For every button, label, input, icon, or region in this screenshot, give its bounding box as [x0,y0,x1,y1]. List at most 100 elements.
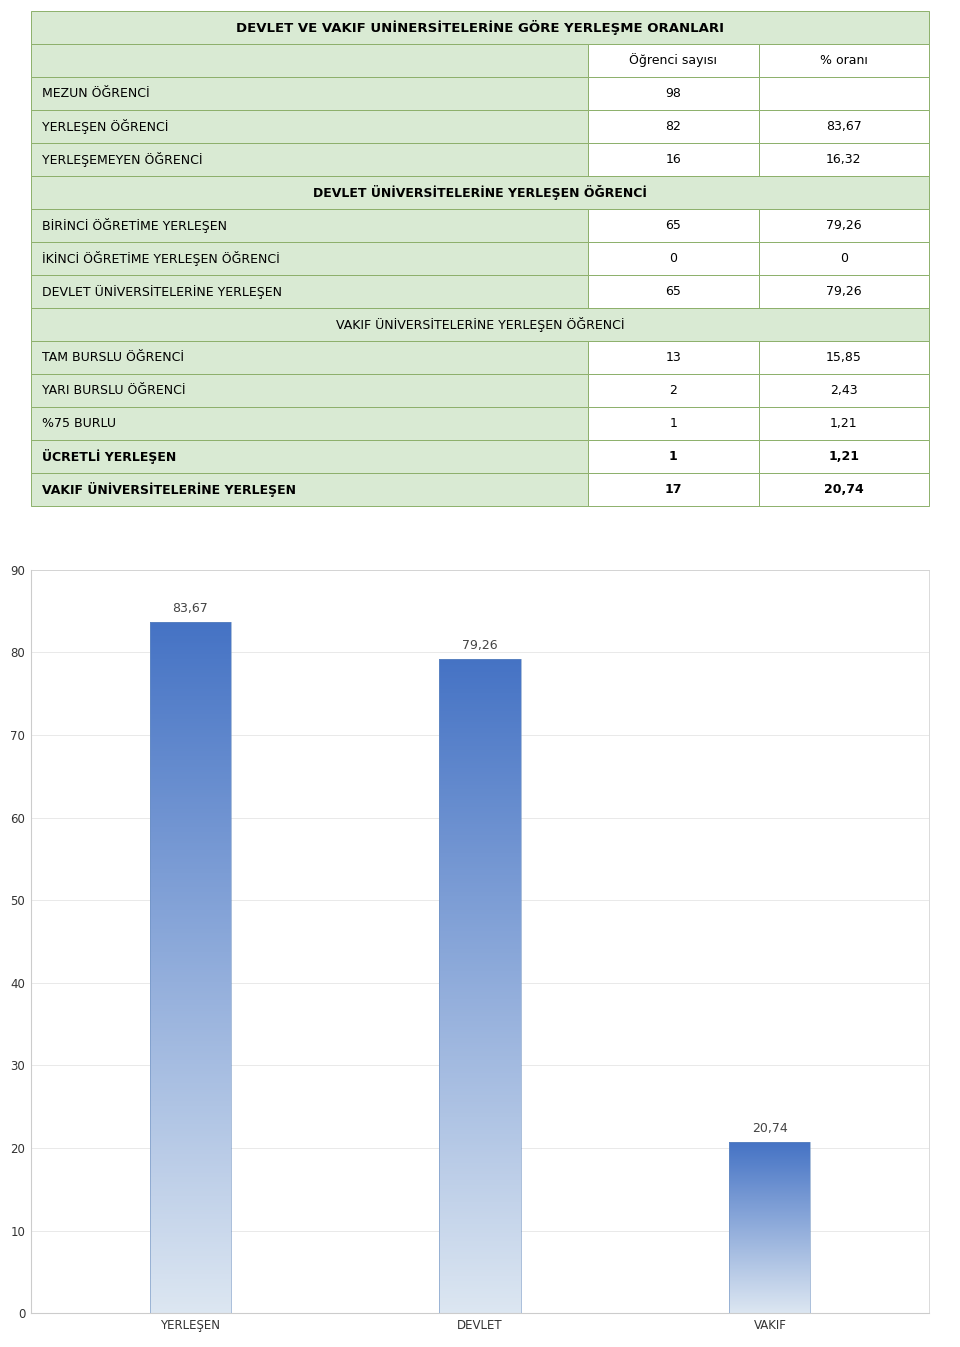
Bar [440,1047,520,1049]
Bar [150,1141,230,1142]
Bar [440,916,520,919]
Bar [440,665,520,667]
Bar [150,959,230,960]
Bar [150,1074,230,1076]
Bar [440,1032,520,1034]
Bar [150,938,230,940]
Bar [150,928,230,931]
Bar [150,1297,230,1300]
Bar [440,783,520,785]
Bar [150,1131,230,1134]
Bar [150,977,230,979]
Bar [440,1309,520,1311]
Bar [150,1262,230,1265]
Bar [150,1076,230,1079]
Bar [150,979,230,982]
Bar [150,1012,230,1014]
Bar [150,818,230,820]
Bar [440,905,520,908]
Bar [440,1300,520,1303]
Bar [440,765,520,768]
Bar [440,1127,520,1130]
Bar [150,816,230,818]
Bar [31,308,929,341]
Bar [440,718,520,719]
Bar [150,1238,230,1239]
Bar [150,935,230,938]
Bar [150,1309,230,1311]
Bar [588,143,758,176]
Bar [150,1087,230,1090]
Bar [150,896,230,898]
Bar [150,1134,230,1136]
Bar [150,788,230,791]
Bar [150,1152,230,1154]
Bar [440,1161,520,1162]
Bar [150,769,230,772]
Bar [440,1254,520,1257]
Bar [440,1040,520,1043]
Bar [150,857,230,859]
Bar [150,1285,230,1288]
Bar [150,921,230,924]
Bar [440,1028,520,1029]
Bar [150,1158,230,1161]
Bar [150,664,230,665]
Bar [440,1126,520,1127]
Text: DEVLET ÜNİVERSİTELERİNE YERLEŞEN: DEVLET ÜNİVERSİTELERİNE YERLEŞEN [41,284,281,299]
Bar [440,1243,520,1246]
Bar [588,473,758,506]
Bar [150,940,230,943]
Bar [440,1281,520,1282]
Bar [150,862,230,863]
Bar [150,933,230,935]
Bar [440,1258,520,1261]
Text: 79,26: 79,26 [462,638,498,652]
Bar [150,784,230,785]
Bar [150,824,230,827]
Bar [440,761,520,764]
Bar [440,842,520,845]
Bar [440,890,520,892]
Bar [150,982,230,983]
Bar [150,1051,230,1053]
Bar [150,911,230,912]
Bar [150,1222,230,1223]
Text: 13: 13 [665,352,681,364]
Bar [150,1110,230,1113]
Bar [150,1233,230,1235]
Bar [150,1281,230,1284]
Bar [150,1064,230,1067]
Bar [150,1254,230,1255]
Bar [440,1261,520,1263]
Bar [150,643,230,645]
Bar [440,700,520,702]
Bar [440,986,520,989]
Bar [440,1121,520,1123]
Bar [440,1276,520,1278]
Bar [150,726,230,729]
Bar [31,11,929,44]
Bar [150,950,230,951]
Bar [150,863,230,866]
Bar [150,888,230,889]
Bar [440,1106,520,1109]
Bar [150,648,230,649]
Bar [440,1057,520,1060]
Bar [758,110,929,143]
Bar [440,1001,520,1004]
Bar [150,1037,230,1039]
Bar [150,960,230,963]
Bar [440,1056,520,1057]
Bar [440,735,520,737]
Bar [150,730,230,733]
Bar [150,827,230,830]
Bar [150,1150,230,1152]
Text: TAM BURSLU ÖĞRENCİ: TAM BURSLU ÖĞRENCİ [41,352,183,364]
Bar [440,940,520,943]
Bar [440,1242,520,1243]
Bar [440,1167,520,1169]
Bar [150,908,230,911]
Bar [440,1263,520,1265]
Bar [440,820,520,822]
